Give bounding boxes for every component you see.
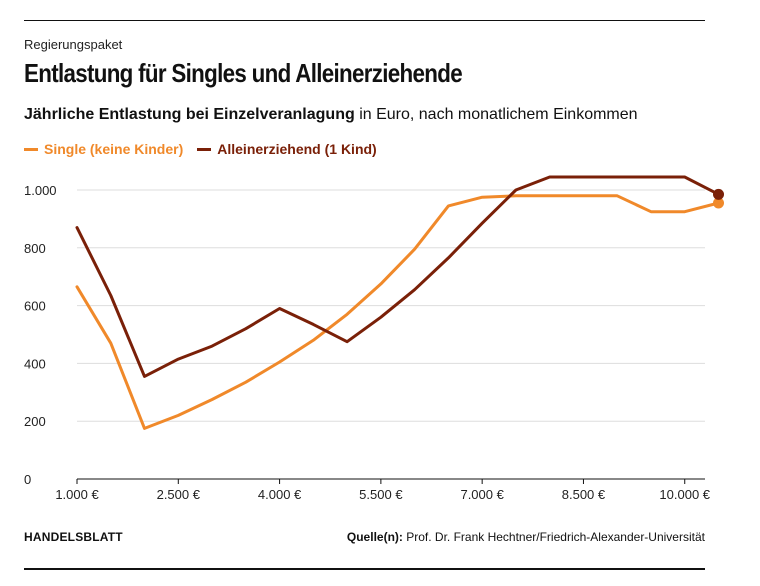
y-tick-label-200: 200: [24, 414, 46, 429]
subtitle-rest: in Euro, nach monatlichem Einkommen: [354, 106, 638, 123]
x-tick-label-1000: 1.000 €: [55, 487, 99, 502]
series-end-point-0: [713, 197, 725, 209]
y-tick-label-400: 400: [24, 356, 46, 371]
source-label: Quelle(n):: [346, 530, 403, 544]
legend: Single (keine Kinder) Alleinerziehend (1…: [24, 141, 377, 157]
legend-item-alleinerziehend: Alleinerziehend (1 Kind): [197, 141, 377, 157]
chart-subtitle: Jährliche Entlastung bei Einzelveranlagu…: [24, 106, 638, 124]
legend-swatch-single: [24, 147, 38, 151]
top-rule: [24, 20, 705, 21]
y-tick-label-1000: 1.000: [24, 183, 57, 198]
y-tick-label-800: 800: [24, 241, 46, 256]
source-note: Quelle(n): Prof. Dr. Frank Hechtner/Frie…: [347, 530, 705, 544]
series-end-point-1: [713, 188, 725, 200]
legend-label-alleinerziehend: Alleinerziehend (1 Kind): [217, 141, 377, 157]
chart-title: Entlastung für Singles und Alleinerziehe…: [24, 58, 463, 88]
x-tick-label-2500: 2.500 €: [157, 487, 201, 502]
legend-swatch-alleinerziehend: [197, 147, 212, 151]
source-text: Prof. Dr. Frank Hechtner/Friedrich-Alexa…: [402, 530, 705, 544]
y-tick-label-0: 0: [24, 472, 31, 487]
y-axis: 0 200 400 600 800 1.000: [24, 183, 57, 487]
y-tick-label-600: 600: [24, 299, 46, 314]
line-chart: 0 200 400 600 800 1.000 1.000 € 2.500 € 4.000 €…: [24, 175, 725, 502]
series-line-1: [75, 175, 720, 378]
x-tick-label-5500: 5.500 €: [359, 487, 403, 502]
x-tick-label-4000: 4.000 €: [258, 487, 302, 502]
x-tick-label-7000: 7.000 €: [460, 487, 504, 502]
x-tick-label-10000: 10.000 €: [659, 487, 710, 502]
legend-label-single: Single (keine Kinder): [44, 141, 184, 157]
x-tick-label-8500: 8.500 €: [562, 487, 606, 502]
x-axis: 1.000 € 2.500 € 4.000 € 5.500 € 7.000 € 8.500…: [55, 478, 711, 502]
grid-lines: [77, 189, 705, 422]
legend-item-single: Single (keine Kinder): [24, 141, 183, 157]
series-line-0: [75, 194, 720, 430]
series-lines: [75, 175, 725, 430]
bottom-rule: [24, 568, 705, 570]
brand-logo: HANDELSBLATT: [24, 530, 123, 544]
subtitle-bold: Jährliche Entlastung bei Einzelveranlagu…: [24, 106, 355, 123]
kicker: Regierungspaket: [24, 37, 123, 52]
